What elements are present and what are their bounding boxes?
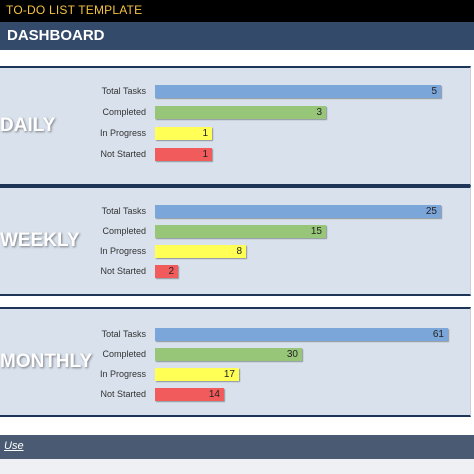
value-completed: 30 bbox=[286, 349, 298, 360]
bar-completed: 3 bbox=[155, 106, 326, 119]
label-completed: Completed bbox=[102, 226, 146, 236]
value-total-tasks: 25 bbox=[425, 206, 437, 217]
label-not-started: Not Started bbox=[100, 149, 146, 159]
dashboard-title: DASHBOARD bbox=[7, 27, 105, 44]
title-bar: TO-DO LIST TEMPLATE bbox=[0, 0, 474, 22]
value-in-progress: 8 bbox=[236, 246, 242, 257]
footer-bar: Use bbox=[0, 435, 474, 459]
bar-not-started: 14 bbox=[155, 388, 224, 401]
bottom-strip bbox=[0, 459, 474, 474]
value-in-progress: 1 bbox=[202, 128, 208, 139]
label-completed: Completed bbox=[102, 349, 146, 359]
row-in-progress: In Progress 1 bbox=[0, 127, 470, 141]
label-not-started: Not Started bbox=[100, 389, 146, 399]
row-in-progress: In Progress 17 bbox=[0, 368, 470, 382]
row-completed: Completed 3 bbox=[0, 106, 470, 120]
bar-completed: 30 bbox=[155, 348, 302, 361]
label-completed: Completed bbox=[102, 107, 146, 117]
dashboard-header: DASHBOARD bbox=[0, 22, 474, 50]
bar-not-started: 2 bbox=[155, 265, 178, 278]
bar-not-started: 1 bbox=[155, 148, 212, 161]
app-title: TO-DO LIST TEMPLATE bbox=[6, 3, 143, 17]
label-total-tasks: Total Tasks bbox=[101, 86, 146, 96]
row-in-progress: In Progress 8 bbox=[0, 245, 470, 259]
value-not-started: 14 bbox=[208, 389, 220, 400]
daily-section: DAILY Total Tasks 5 Completed 3 In Progr… bbox=[0, 66, 471, 186]
bar-in-progress: 17 bbox=[155, 368, 239, 381]
value-completed: 15 bbox=[310, 226, 322, 237]
bar-total-tasks: 25 bbox=[155, 205, 441, 218]
value-total-tasks: 61 bbox=[432, 329, 444, 340]
row-not-started: Not Started 2 bbox=[0, 265, 470, 279]
row-not-started: Not Started 14 bbox=[0, 388, 470, 402]
label-in-progress: In Progress bbox=[99, 369, 146, 379]
bar-total-tasks: 61 bbox=[155, 328, 448, 341]
bar-completed: 15 bbox=[155, 225, 326, 238]
row-total-tasks: Total Tasks 25 bbox=[0, 205, 470, 219]
weekly-section: WEEKLY Total Tasks 25 Completed 15 In Pr… bbox=[0, 186, 471, 296]
section-title-monthly: MONTHLY bbox=[0, 351, 93, 372]
row-not-started: Not Started 1 bbox=[0, 148, 470, 162]
value-in-progress: 17 bbox=[223, 369, 235, 380]
value-not-started: 2 bbox=[168, 266, 174, 277]
row-total-tasks: Total Tasks 61 bbox=[0, 328, 470, 342]
bar-in-progress: 1 bbox=[155, 127, 212, 140]
bar-total-tasks: 5 bbox=[155, 85, 441, 98]
label-not-started: Not Started bbox=[100, 266, 146, 276]
section-title-daily: DAILY bbox=[0, 115, 56, 136]
value-not-started: 1 bbox=[202, 149, 208, 160]
label-total-tasks: Total Tasks bbox=[101, 329, 146, 339]
value-completed: 3 bbox=[316, 107, 322, 118]
row-completed: Completed 15 bbox=[0, 225, 470, 239]
row-total-tasks: Total Tasks 5 bbox=[0, 85, 470, 99]
label-in-progress: In Progress bbox=[99, 128, 146, 138]
bar-in-progress: 8 bbox=[155, 245, 246, 258]
label-in-progress: In Progress bbox=[99, 246, 146, 256]
row-completed: Completed 30 bbox=[0, 348, 470, 362]
value-total-tasks: 5 bbox=[431, 86, 437, 97]
use-link[interactable]: Use bbox=[4, 440, 24, 452]
label-total-tasks: Total Tasks bbox=[101, 206, 146, 216]
monthly-section: MONTHLY Total Tasks 61 Completed 30 In P… bbox=[0, 307, 471, 417]
section-title-weekly: WEEKLY bbox=[0, 230, 80, 251]
